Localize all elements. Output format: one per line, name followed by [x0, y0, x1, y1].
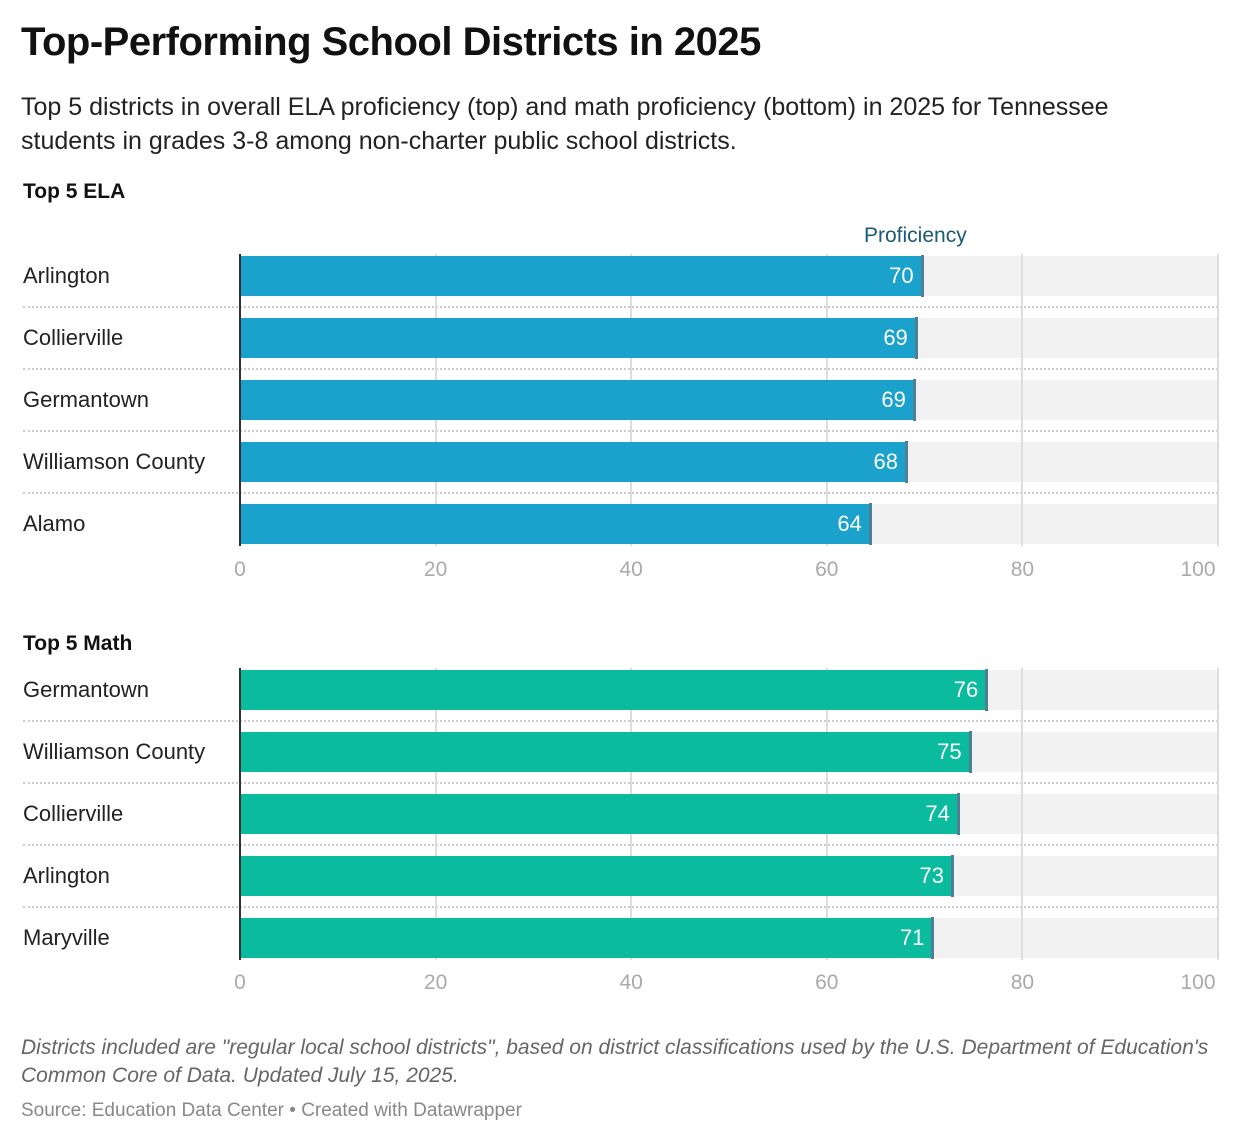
bar: [240, 442, 907, 482]
bar: [240, 318, 916, 358]
tick-label: 100: [1180, 558, 1216, 581]
tick-label: 20: [423, 971, 448, 994]
chart-title: Top-Performing School Districts in 2025: [21, 20, 761, 64]
row-separator: [23, 720, 1218, 722]
value-label: 64: [837, 511, 862, 536]
category-label: Germantown: [23, 677, 149, 702]
category-label: Collierville: [23, 325, 124, 350]
bar: [240, 856, 952, 896]
tick-label: 60: [815, 558, 839, 581]
category-label: Germantown: [23, 387, 149, 412]
value-label: 70: [889, 263, 914, 288]
bar: [240, 918, 933, 958]
bar: [240, 794, 958, 834]
value-label: 73: [919, 863, 944, 888]
gridline: [1217, 668, 1219, 960]
axis-baseline: [239, 254, 241, 546]
bar-end-marker: [912, 379, 916, 421]
value-label: 69: [881, 387, 906, 412]
section-title: Top 5 Math: [23, 632, 133, 655]
bar-end-marker: [950, 855, 954, 897]
value-label: 76: [953, 677, 979, 702]
value-label: 71: [899, 925, 925, 950]
row-separator: [23, 368, 1218, 370]
row-separator: [23, 492, 1218, 494]
row-separator: [23, 782, 1218, 784]
value-label: 68: [873, 449, 899, 474]
tick-label: 60: [815, 971, 839, 994]
tick-label: 40: [619, 971, 643, 994]
bar-end-marker: [920, 255, 924, 297]
value-label: 75: [937, 739, 962, 764]
row-separator: [23, 306, 1218, 308]
axis-label: Proficiency: [864, 224, 967, 247]
bar: [240, 732, 970, 772]
tick-label: 80: [1010, 971, 1035, 994]
category-label: Arlington: [23, 863, 110, 888]
bar-end-marker: [985, 669, 989, 711]
gridline: [1217, 254, 1219, 546]
gridline: [1021, 254, 1024, 546]
category-label: Arlington: [23, 263, 110, 288]
row-separator: [23, 430, 1218, 432]
tick-label: 40: [619, 558, 643, 581]
bar: [240, 670, 987, 710]
row-separator: [23, 844, 1218, 846]
tick-label: 0: [234, 558, 246, 581]
value-label: 69: [883, 325, 908, 350]
bar-end-marker: [914, 317, 918, 359]
bar: [240, 380, 914, 420]
tick-label: 0: [234, 971, 246, 994]
value-label: 74: [925, 801, 950, 826]
bar: [240, 504, 870, 544]
row-separator: [23, 906, 1218, 908]
bar: [240, 256, 922, 296]
category-label: Alamo: [23, 511, 86, 536]
bar-end-marker: [905, 441, 909, 483]
category-label: Maryville: [23, 925, 110, 950]
category-label: Williamson County: [23, 449, 206, 474]
chart-source: Source: Education Data Center • Created …: [21, 1100, 522, 1121]
category-label: Collierville: [23, 801, 124, 826]
tick-label: 20: [423, 558, 448, 581]
bar-end-marker: [956, 793, 960, 835]
tick-label: 100: [1180, 971, 1216, 994]
chart-subtitle: Top 5 districts in overall ELA proficien…: [21, 93, 1109, 155]
category-label: Williamson County: [23, 739, 206, 764]
section-title: Top 5 ELA: [23, 180, 126, 203]
bar-end-marker: [968, 731, 972, 773]
chart-note: Districts included are "regular local sc…: [21, 1036, 1209, 1087]
tick-label: 80: [1010, 558, 1035, 581]
bar-end-marker: [868, 503, 872, 545]
axis-baseline: [239, 668, 241, 960]
bar-end-marker: [931, 917, 935, 959]
gridline: [1021, 668, 1024, 960]
